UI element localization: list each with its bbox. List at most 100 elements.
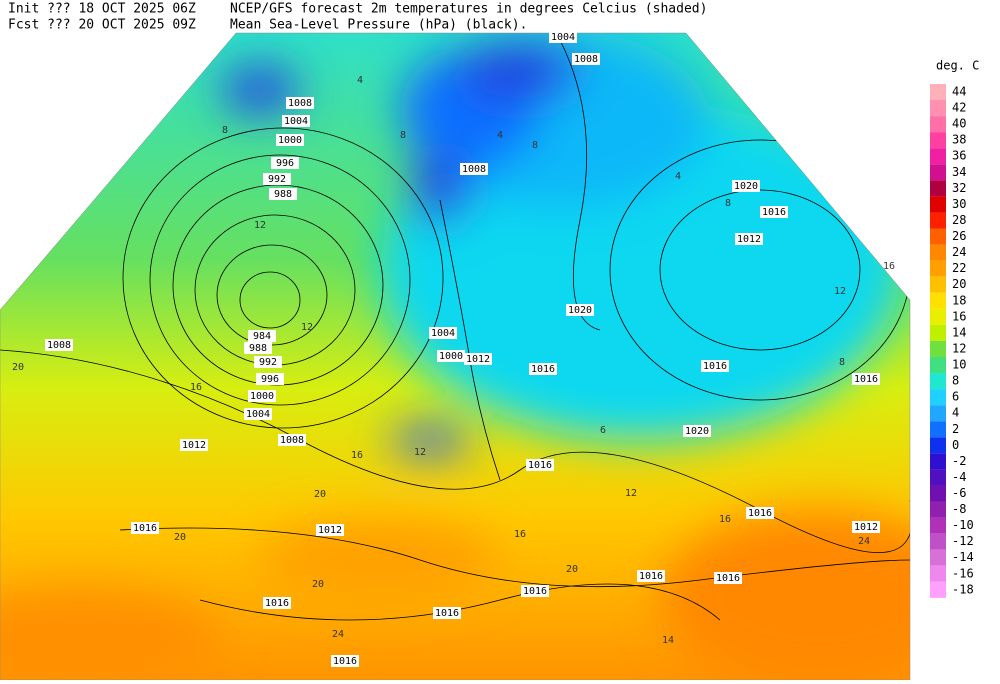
- colorbar-label: 8: [952, 374, 959, 388]
- temperature-label: 8: [839, 357, 845, 368]
- colorbar-label: 14: [952, 325, 966, 339]
- temperature-label: 20: [566, 564, 578, 575]
- colorbar-swatch: [930, 421, 946, 438]
- isobar-label: 1016: [703, 361, 727, 372]
- isobar-label-bg: [244, 342, 272, 354]
- colorbar-swatch: [930, 501, 946, 518]
- colorbar-swatch: [930, 533, 946, 550]
- isobar-label: 1008: [574, 54, 598, 65]
- isobar-label: 1016: [748, 508, 772, 519]
- colorbar-swatch: [930, 83, 946, 101]
- colorbar-swatch: [930, 164, 946, 181]
- isobar-label: 1008: [288, 98, 312, 109]
- temperature-label: 14: [662, 635, 674, 646]
- temperature-label: 8: [532, 140, 538, 151]
- isobar-label-bg: [714, 572, 742, 584]
- colorbar-swatch: [930, 100, 946, 117]
- colorbar-label: 38: [952, 133, 966, 147]
- isobar-label: 988: [249, 343, 267, 354]
- colorbar-swatch: [930, 180, 946, 197]
- isobar-label-bg: [256, 373, 284, 385]
- colorbar-label: 22: [952, 261, 966, 275]
- colorbar-label: 30: [952, 197, 966, 211]
- colorbar-swatch: [930, 389, 946, 406]
- isobar-label-bg: [701, 360, 729, 372]
- temperature-label: 8: [725, 198, 731, 209]
- isobar-label: 1016: [531, 364, 555, 375]
- isobar-label-bg: [278, 434, 306, 446]
- isobar-label-bg: [683, 425, 711, 437]
- colorbar-swatch: [930, 132, 946, 149]
- isobar-label: 1012: [854, 522, 878, 533]
- temperature-label: 24: [858, 536, 870, 547]
- temperature-label: 16: [719, 514, 731, 525]
- isobar-label: 1008: [462, 164, 486, 175]
- colorbar-label: 28: [952, 213, 966, 227]
- colorbar-label: -2: [952, 454, 966, 468]
- isobar-label-bg: [282, 115, 310, 127]
- isobar-label-bg: [529, 363, 557, 375]
- isobar-label: 1016: [639, 571, 663, 582]
- temperature-label: 12: [834, 286, 846, 297]
- colorbar-swatch: [930, 260, 946, 277]
- isobar-label: 1008: [280, 435, 304, 446]
- temperature-label: 20: [174, 532, 186, 543]
- colorbar-swatch: [930, 212, 946, 229]
- isobar-label-bg: [331, 655, 359, 667]
- isobar-label: 1004: [551, 32, 575, 43]
- colorbar-label: 6: [952, 390, 959, 404]
- isobar-label: 1016: [133, 523, 157, 534]
- isobar-label: 984: [253, 331, 271, 342]
- isobar-label: 992: [259, 357, 277, 368]
- isobar-label-bg: [45, 339, 73, 351]
- temperature-label: 12: [301, 322, 313, 333]
- colorbar-label: 34: [952, 165, 966, 179]
- isobar-label-bg: [852, 521, 880, 533]
- isobar-label-bg: [732, 180, 760, 192]
- isobar-label-bg: [572, 53, 600, 65]
- isobar-label-bg: [464, 353, 492, 365]
- isobar-label: 996: [261, 374, 279, 385]
- temperature-label: 12: [625, 488, 637, 499]
- isobar-label: 1016: [523, 586, 547, 597]
- temperature-label: 8: [222, 125, 228, 136]
- colorbar-label: -6: [952, 486, 966, 500]
- title: NCEP/GFS forecast 2m temperatures in deg…: [230, 2, 707, 17]
- isobar-label-bg: [286, 97, 314, 109]
- colorbar-label: 4: [952, 406, 959, 420]
- isobar-label-bg: [746, 507, 774, 519]
- colorbar-label: 44: [952, 85, 966, 99]
- isobar-label: 1016: [435, 608, 459, 619]
- colorbar-swatch: [930, 116, 946, 133]
- isobar-label-bg: [248, 390, 276, 402]
- isobar-label-bg: [263, 597, 291, 609]
- colorbar-label: 36: [952, 149, 966, 163]
- isobar-label: 1020: [685, 426, 709, 437]
- isobar-label-bg: [269, 188, 297, 200]
- colorbar-label: 40: [952, 117, 966, 131]
- colorbar-swatch: [930, 244, 946, 261]
- isobar-label: 1020: [734, 181, 758, 192]
- temperature-label: 24: [332, 629, 344, 640]
- isobar-label-bg: [852, 373, 880, 385]
- colorbar-label: 26: [952, 229, 966, 243]
- isobar-label-bg: [437, 350, 465, 362]
- colorbar-label: 12: [952, 341, 966, 355]
- isobar-label-bg: [316, 524, 344, 536]
- isobar-label: 1012: [318, 525, 342, 536]
- colorbar-swatch: [930, 517, 946, 534]
- temperature-label: 20: [312, 579, 324, 590]
- colorbar-label: 0: [952, 438, 959, 452]
- colorbar-swatch: [930, 196, 946, 213]
- colorbar-swatch: [930, 340, 946, 357]
- isobar-label: 1000: [250, 391, 274, 402]
- colorbar-swatch: [930, 276, 946, 293]
- colorbar-swatch: [930, 565, 946, 582]
- colorbar-swatch: [930, 324, 946, 341]
- isobar-label: 1016: [716, 573, 740, 584]
- colorbar-label: 24: [952, 245, 966, 259]
- colorbar-swatch: [930, 356, 946, 374]
- colorbar-label: -4: [952, 470, 966, 484]
- isobar-label: 1016: [854, 374, 878, 385]
